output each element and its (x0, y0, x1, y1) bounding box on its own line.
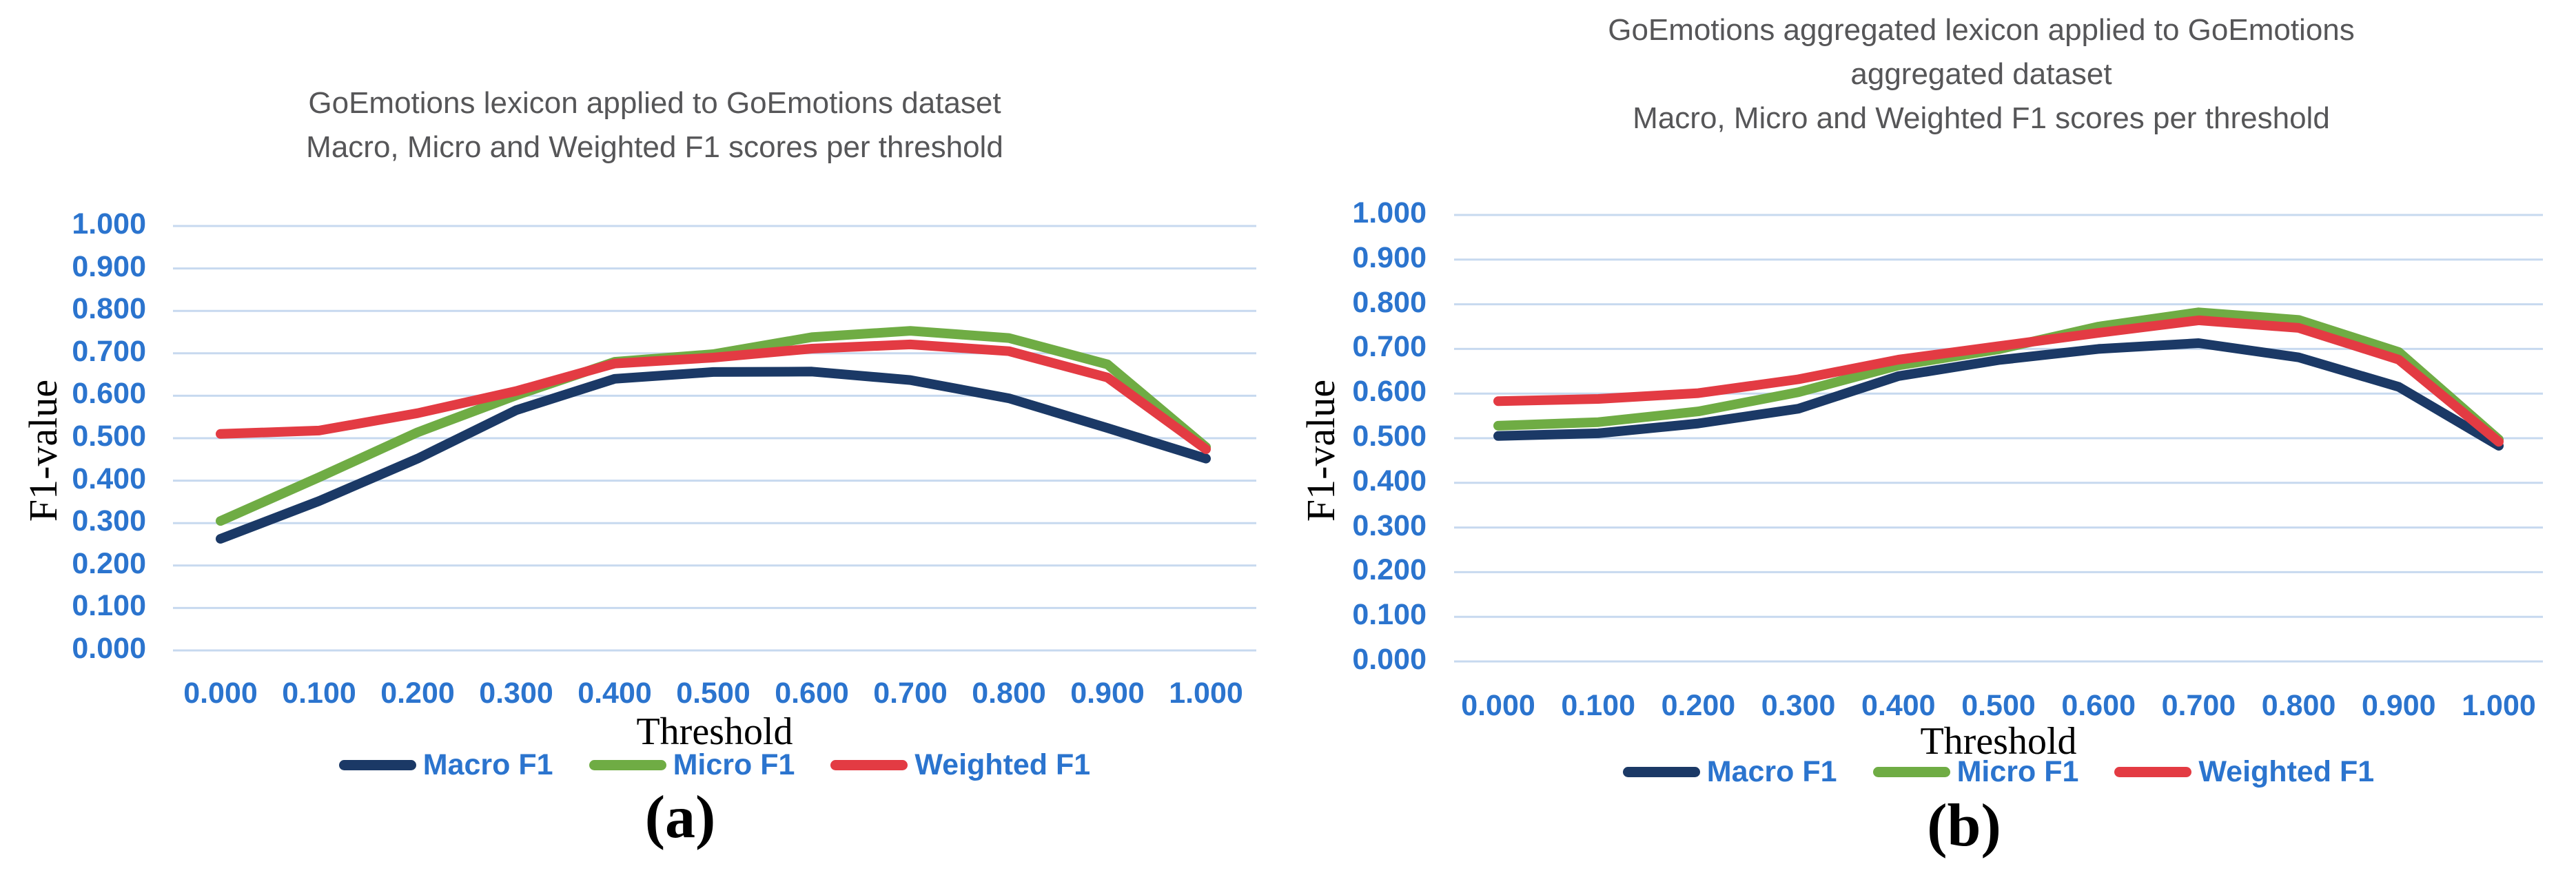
y-tick-label: 0.000 (1352, 643, 1427, 676)
x-tick-label: 0.500 (1961, 689, 2036, 722)
x-axis-title: Threshold (636, 710, 793, 753)
chart-title-line: GoEmotions aggregated lexicon applied to… (1608, 13, 2355, 47)
legend-item: Macro F1 (1622, 755, 1837, 789)
y-tick-label: 1.000 (72, 207, 146, 240)
x-tick-label: 0.800 (2261, 689, 2336, 722)
legend-label: Weighted F1 (914, 748, 1091, 781)
y-tick-label: 0.600 (1352, 375, 1427, 409)
legend: Macro F1 Micro F1 Weighted F1 (173, 748, 1256, 782)
x-tick-label: 0.700 (2161, 689, 2236, 722)
panel-label-b: (b) (1927, 792, 2001, 859)
x-tick-label: 1.000 (2462, 689, 2536, 722)
x-tick-label: 0.000 (183, 677, 258, 710)
chart-panel-a: GoEmotions lexicon applied to GoEmotions… (21, 81, 1256, 851)
panel-label-a: (a) (644, 784, 716, 851)
y-tick-label: 0.500 (72, 420, 146, 453)
y-tick-label: 0.100 (72, 589, 146, 623)
x-tick-label: 0.900 (2361, 689, 2436, 722)
x-tick-label: 0.600 (2061, 689, 2136, 722)
x-tick-label: 0.800 (972, 677, 1046, 710)
line-weighted-f1 (1493, 315, 2504, 447)
x-tick-label: 0.200 (380, 677, 455, 710)
x-tick-label: 0.300 (479, 677, 553, 710)
chart-title-line: Macro, Micro and Weighted F1 scores per … (306, 130, 1003, 164)
y-tick-label: 0.800 (72, 292, 146, 326)
legend-line-swatch (830, 760, 908, 770)
y-tick-label: 0.900 (72, 249, 146, 283)
legend-line-swatch (1622, 767, 1700, 777)
x-tick-label: 0.100 (1561, 689, 1635, 722)
y-tick-label: 0.500 (1352, 420, 1427, 453)
legend-label: Weighted F1 (2198, 755, 2375, 788)
y-tick-label: 0.200 (72, 546, 146, 580)
x-tick-label: 1.000 (1169, 677, 1243, 710)
legend-item: Macro F1 (338, 748, 553, 782)
chart-title-line: GoEmotions lexicon applied to GoEmotions… (308, 86, 1001, 120)
legend-label: Micro F1 (1956, 755, 2079, 788)
x-tick-label: 0.100 (282, 677, 356, 710)
line-weighted-f1 (216, 339, 1211, 454)
legend-line-swatch (338, 760, 416, 770)
legend-item: Micro F1 (1872, 755, 2079, 789)
y-tick-label: 0.400 (1352, 464, 1427, 497)
y-tick-label: 0.900 (1352, 240, 1427, 274)
chart-panel-b: GoEmotions aggregated lexicon applied to… (1289, 0, 2576, 884)
line-macro-f1 (216, 367, 1211, 544)
legend-item: Weighted F1 (2114, 755, 2374, 789)
legend-line-swatch (589, 760, 666, 770)
chart-title-line: Macro, Micro and Weighted F1 scores per … (1633, 101, 2330, 135)
chart-title-line: aggregated dataset (1850, 57, 2112, 91)
y-tick-label: 0.300 (1352, 508, 1427, 542)
x-tick-label: 0.400 (577, 677, 652, 710)
legend-item: Weighted F1 (830, 748, 1090, 782)
legend-label: Macro F1 (1706, 755, 1837, 788)
legend: Macro F1 Micro F1 Weighted F1 (1454, 755, 2543, 789)
x-tick-label: 0.600 (775, 677, 849, 710)
y-tick-label: 0.700 (72, 334, 146, 368)
x-tick-label: 0.300 (1761, 689, 1836, 722)
plot-svg (1454, 214, 2543, 663)
legend-label: Micro F1 (673, 748, 795, 781)
chart-title: GoEmotions lexicon applied to GoEmotions… (69, 81, 1240, 169)
y-tick-label: 0.300 (72, 504, 146, 538)
x-axis-title: Threshold (1920, 720, 2077, 763)
y-tick-label: 0.600 (72, 377, 146, 411)
y-tick-label: 0.700 (1352, 330, 1427, 364)
x-tick-label: 0.900 (1070, 677, 1145, 710)
y-tick-label: 1.000 (1352, 196, 1427, 229)
y-tick-label: 0.400 (72, 462, 146, 495)
x-tick-label: 0.000 (1461, 689, 1535, 722)
x-tick-label: 0.400 (1861, 689, 1936, 722)
y-tick-label: 0.100 (1352, 598, 1427, 632)
x-tick-label: 0.500 (676, 677, 750, 710)
y-tick-label: 0.800 (1352, 285, 1427, 319)
x-tick-label: 0.700 (873, 677, 948, 710)
y-tick-label: 0.200 (1352, 553, 1427, 587)
legend-item: Micro F1 (589, 748, 795, 782)
plot-svg (173, 225, 1256, 652)
legend-line-swatch (2114, 767, 2192, 777)
plot-area (173, 200, 1256, 675)
x-tick-label: 0.200 (1661, 689, 1736, 722)
y-tick-label: 0.000 (72, 632, 146, 665)
legend-line-swatch (1872, 767, 1950, 777)
legend-label: Macro F1 (422, 748, 553, 781)
line-macro-f1 (1493, 338, 2504, 451)
plot-area (1454, 193, 2543, 675)
chart-title: GoEmotions aggregated lexicon applied to… (1396, 8, 2567, 141)
